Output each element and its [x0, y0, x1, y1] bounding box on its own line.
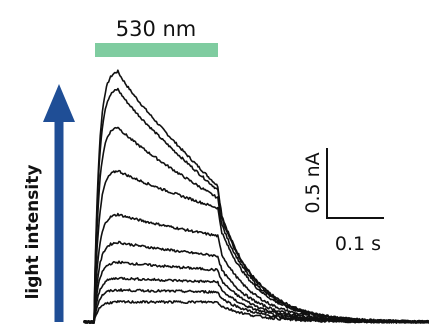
- intensity-label: light intensity: [23, 165, 43, 300]
- scale-bar-time-label: 0.1 s: [335, 233, 381, 255]
- current-trace-9: [83, 288, 429, 325]
- stimulus-label: 530 nm: [116, 17, 197, 41]
- scale-bar-current-label: 0.5 nA: [302, 152, 324, 213]
- intensity-arrow-head: [43, 84, 75, 122]
- current-trace-3: [83, 126, 429, 324]
- trace-group: [82, 69, 429, 325]
- current-trace-10: [83, 299, 429, 324]
- current-trace-7: [83, 260, 429, 324]
- stimulus-bar: [95, 43, 218, 57]
